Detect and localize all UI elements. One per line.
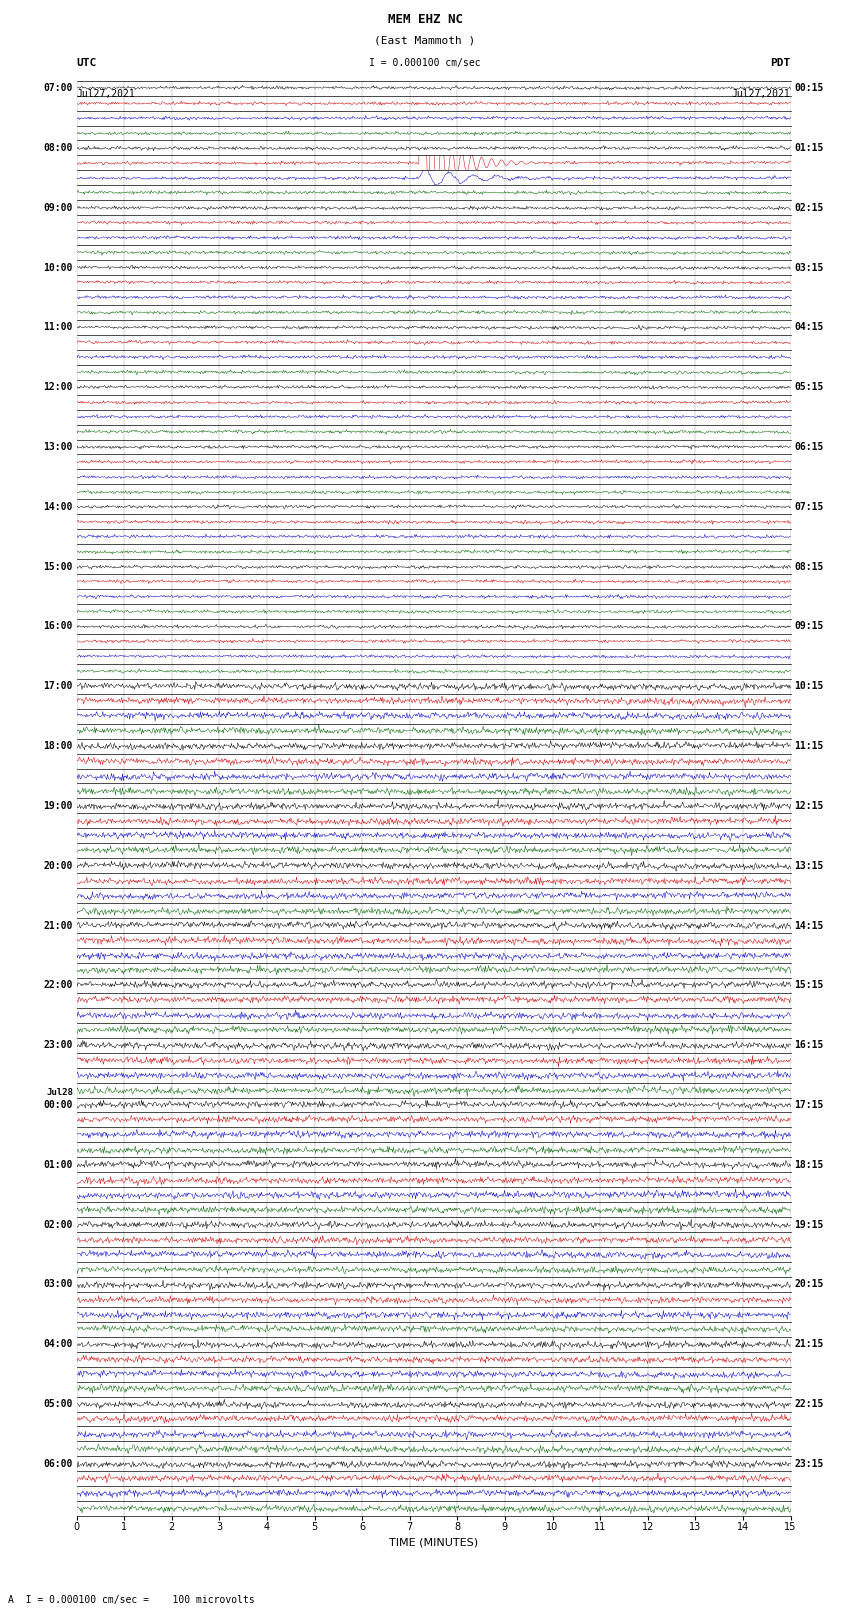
Text: 21:00: 21:00 <box>43 921 73 931</box>
Text: 12:15: 12:15 <box>794 802 824 811</box>
Text: 06:15: 06:15 <box>794 442 824 452</box>
Text: 06:00: 06:00 <box>43 1458 73 1469</box>
Text: I = 0.000100 cm/sec: I = 0.000100 cm/sec <box>369 58 481 68</box>
Text: 08:00: 08:00 <box>43 144 73 153</box>
Text: 18:15: 18:15 <box>794 1160 824 1169</box>
Text: Jul27,2021: Jul27,2021 <box>732 89 791 98</box>
Text: 15:00: 15:00 <box>43 561 73 571</box>
Text: 13:00: 13:00 <box>43 442 73 452</box>
Text: PDT: PDT <box>770 58 790 68</box>
Text: 17:15: 17:15 <box>794 1100 824 1110</box>
Text: 15:15: 15:15 <box>794 981 824 990</box>
Text: UTC: UTC <box>76 58 97 68</box>
Text: 02:15: 02:15 <box>794 203 824 213</box>
Text: 01:00: 01:00 <box>43 1160 73 1169</box>
Text: Jul28: Jul28 <box>46 1089 73 1097</box>
Text: 03:00: 03:00 <box>43 1279 73 1289</box>
Text: 10:00: 10:00 <box>43 263 73 273</box>
Text: 07:00: 07:00 <box>43 84 73 94</box>
Text: 20:00: 20:00 <box>43 861 73 871</box>
Text: 14:15: 14:15 <box>794 921 824 931</box>
Text: 22:15: 22:15 <box>794 1398 824 1410</box>
Text: 11:15: 11:15 <box>794 740 824 752</box>
Text: 17:00: 17:00 <box>43 681 73 692</box>
Text: 01:15: 01:15 <box>794 144 824 153</box>
Text: 23:15: 23:15 <box>794 1458 824 1469</box>
Text: 20:15: 20:15 <box>794 1279 824 1289</box>
Text: 14:00: 14:00 <box>43 502 73 511</box>
Text: 21:15: 21:15 <box>794 1339 824 1348</box>
Text: 22:00: 22:00 <box>43 981 73 990</box>
Text: 19:15: 19:15 <box>794 1219 824 1229</box>
Text: 03:15: 03:15 <box>794 263 824 273</box>
Text: 09:00: 09:00 <box>43 203 73 213</box>
Text: Jul27,2021: Jul27,2021 <box>76 89 135 98</box>
Text: 04:15: 04:15 <box>794 323 824 332</box>
X-axis label: TIME (MINUTES): TIME (MINUTES) <box>389 1537 478 1547</box>
Text: 13:15: 13:15 <box>794 861 824 871</box>
Text: 04:00: 04:00 <box>43 1339 73 1348</box>
Text: MEM EHZ NC: MEM EHZ NC <box>388 13 462 26</box>
Text: (East Mammoth ): (East Mammoth ) <box>374 35 476 45</box>
Text: 07:15: 07:15 <box>794 502 824 511</box>
Text: 00:00: 00:00 <box>43 1100 73 1110</box>
Text: 16:15: 16:15 <box>794 1040 824 1050</box>
Text: 19:00: 19:00 <box>43 802 73 811</box>
Text: 09:15: 09:15 <box>794 621 824 631</box>
Text: 02:00: 02:00 <box>43 1219 73 1229</box>
Text: 05:00: 05:00 <box>43 1398 73 1410</box>
Text: 12:00: 12:00 <box>43 382 73 392</box>
Text: 23:00: 23:00 <box>43 1040 73 1050</box>
Text: 05:15: 05:15 <box>794 382 824 392</box>
Text: 00:15: 00:15 <box>794 84 824 94</box>
Text: A  I = 0.000100 cm/sec =    100 microvolts: A I = 0.000100 cm/sec = 100 microvolts <box>8 1595 255 1605</box>
Text: 11:00: 11:00 <box>43 323 73 332</box>
Text: 16:00: 16:00 <box>43 621 73 631</box>
Text: 10:15: 10:15 <box>794 681 824 692</box>
Text: 18:00: 18:00 <box>43 740 73 752</box>
Text: 08:15: 08:15 <box>794 561 824 571</box>
